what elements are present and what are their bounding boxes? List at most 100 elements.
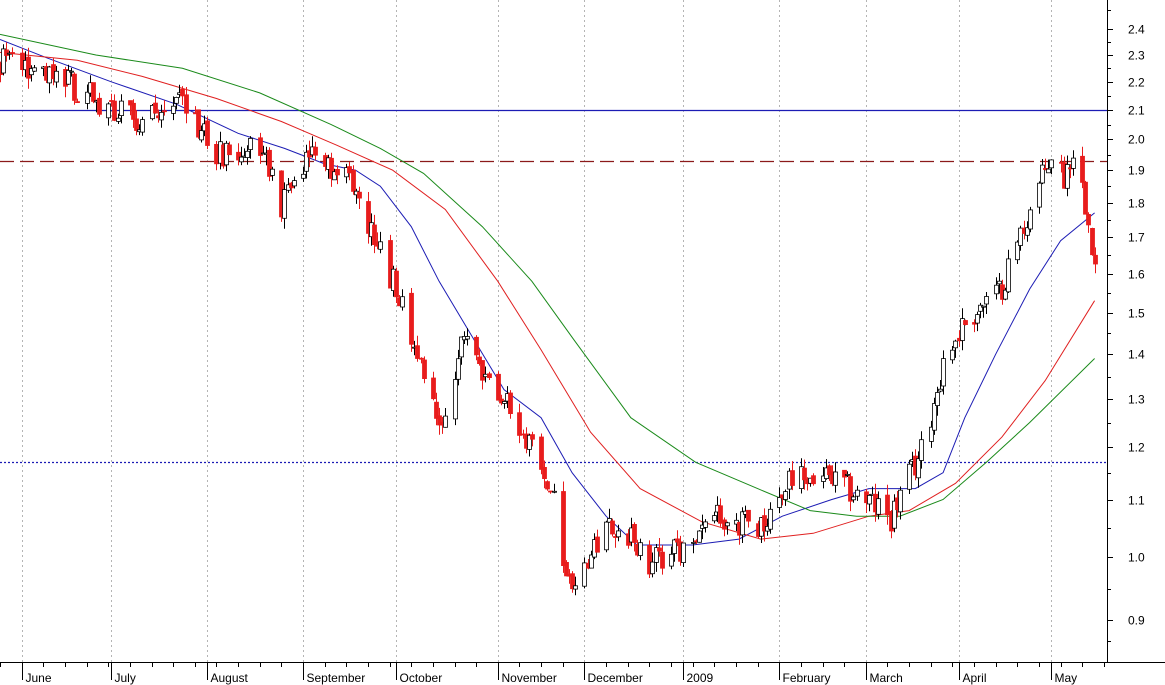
candle-body <box>267 149 272 177</box>
y-tick-label: 2.2 <box>1128 76 1145 90</box>
x-tick-label: August <box>211 671 249 685</box>
candle-body <box>777 497 782 508</box>
candle-body <box>604 521 609 551</box>
candle-body <box>270 168 275 176</box>
candle-body <box>963 320 968 325</box>
candle-body <box>1090 227 1095 256</box>
candle-body <box>1028 209 1033 230</box>
candle-body <box>654 547 659 563</box>
candle-body <box>892 500 897 529</box>
candle-body <box>1086 213 1091 226</box>
candle-body <box>941 358 946 387</box>
candle-body <box>616 530 621 538</box>
candle-body <box>570 573 575 590</box>
y-tick-label: 1.6 <box>1128 268 1145 282</box>
candle-body <box>437 415 442 426</box>
candle-body <box>984 296 989 305</box>
candle-body <box>106 103 111 119</box>
candle-body <box>26 56 31 79</box>
candle-body <box>248 137 253 150</box>
candle-body <box>508 392 513 415</box>
candle-body <box>496 373 501 401</box>
candle-body <box>552 490 557 493</box>
y-tick-label: 2.0 <box>1128 133 1145 147</box>
candle-body <box>85 91 90 104</box>
candle-body <box>409 292 414 345</box>
x-tick-label: November <box>502 671 557 685</box>
candle-body <box>573 585 578 590</box>
candle-body <box>153 102 158 114</box>
candle-body <box>981 305 986 308</box>
candle-body <box>32 67 37 72</box>
y-tick-label: 1.9 <box>1128 164 1145 178</box>
candle-body <box>907 463 912 490</box>
y-tick-label: 2.1 <box>1128 104 1145 118</box>
candle-body <box>292 180 297 187</box>
moving-average-line <box>0 33 1095 517</box>
candle-body <box>632 524 637 543</box>
x-tick-label: September <box>307 671 366 685</box>
candle-body <box>876 498 881 515</box>
candle-body <box>394 270 399 298</box>
candle-body <box>675 538 680 543</box>
candle-body <box>697 530 702 543</box>
candle-body <box>855 489 860 497</box>
candle-body <box>119 100 124 116</box>
candle-body <box>1025 227 1030 236</box>
candle-body <box>548 490 553 493</box>
candle-body <box>975 314 980 324</box>
candle-body <box>1046 168 1051 174</box>
candle-body <box>227 144 232 156</box>
candle-body <box>660 551 665 569</box>
candle-body <box>1071 157 1076 169</box>
candle-body <box>301 173 306 179</box>
candle-body <box>483 373 488 378</box>
candle-body <box>487 373 492 378</box>
candle-body <box>650 561 655 575</box>
candle-body <box>258 137 263 156</box>
candle-body <box>47 66 52 84</box>
candle-body <box>239 156 244 163</box>
candle-body <box>180 88 185 97</box>
candle-body <box>66 70 71 85</box>
candle-body <box>851 496 856 501</box>
candle-body <box>480 360 485 381</box>
candle-body <box>938 388 943 392</box>
candle-body <box>790 470 795 486</box>
y-tick-label: 1.0 <box>1128 551 1145 565</box>
y-tick-label: 1.8 <box>1128 197 1145 211</box>
y-tick-label: 2.4 <box>1128 23 1145 37</box>
candle-body <box>833 471 838 486</box>
candle-body <box>453 379 458 420</box>
candle-body <box>647 545 652 575</box>
x-tick-label: December <box>588 671 643 685</box>
y-tick-label: 1.7 <box>1128 231 1145 245</box>
candle-body <box>929 426 934 442</box>
candle-body <box>768 508 773 530</box>
candle-body <box>746 509 751 522</box>
candle-body <box>347 166 352 174</box>
candle-body <box>502 401 507 404</box>
candle-body <box>638 542 643 556</box>
candle-body <box>196 109 201 138</box>
candle-body <box>1083 181 1088 215</box>
candle-body <box>75 101 80 103</box>
candle-body <box>351 169 356 192</box>
candle-body <box>718 505 723 524</box>
candle-body <box>1018 227 1023 246</box>
candle-body <box>530 434 535 440</box>
candle-body <box>898 489 903 513</box>
y-tick-label: 1.3 <box>1128 393 1145 407</box>
x-tick-label: March <box>870 671 903 685</box>
candle-body <box>935 392 940 407</box>
x-tick-label: April <box>963 671 987 685</box>
candle-body <box>595 536 600 553</box>
candle-body <box>978 304 983 312</box>
candle-body <box>811 475 816 485</box>
candle-body <box>465 336 470 340</box>
y-tick-label: 0.9 <box>1128 614 1145 628</box>
candle-body <box>236 151 241 161</box>
candle-body <box>725 522 730 527</box>
candle-body <box>304 151 309 172</box>
